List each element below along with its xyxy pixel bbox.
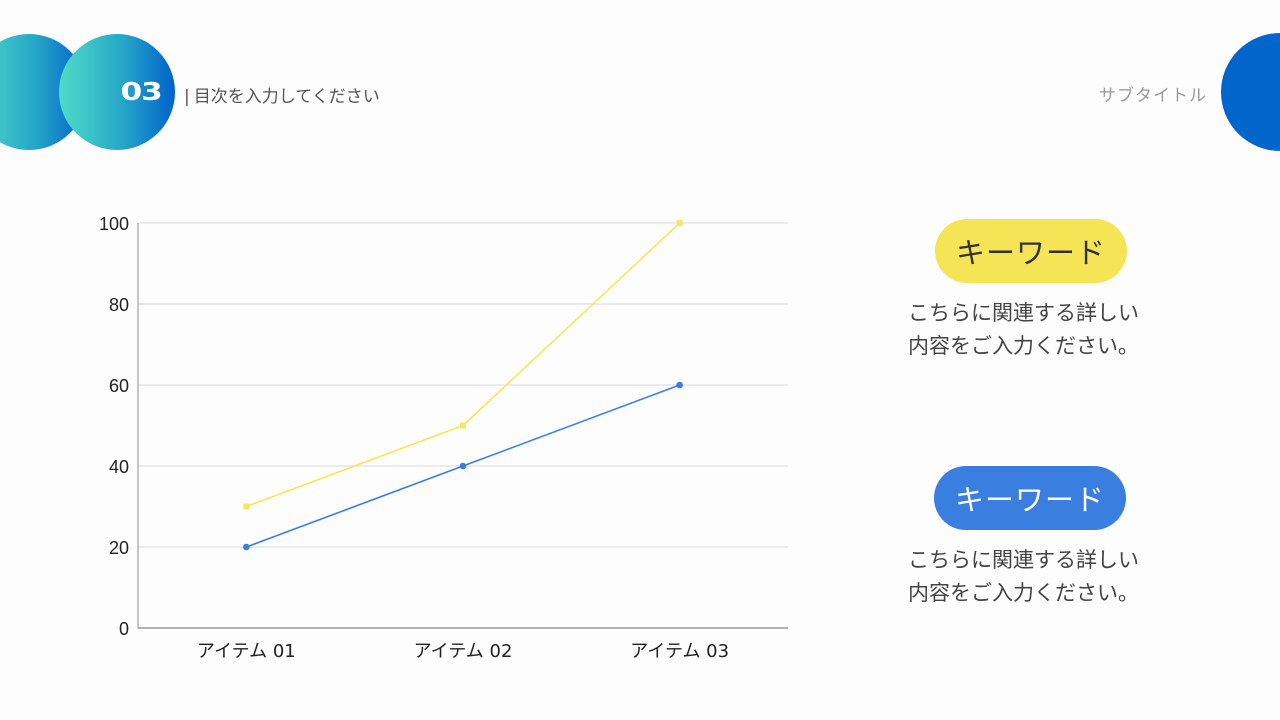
- description-line: 内容をご入力ください。: [908, 581, 1139, 605]
- y-tick-label: 20: [109, 538, 129, 558]
- keyword-description-1: こちらに関連する詳しい 内容をご入力ください。: [908, 297, 1208, 363]
- data-point-marker: [459, 462, 467, 470]
- data-point-marker: [243, 543, 250, 551]
- x-category-label: アイテム 01: [197, 641, 296, 662]
- y-tick-label: 100: [99, 214, 129, 234]
- y-tick-label: 60: [109, 376, 129, 396]
- section-number: 03: [120, 77, 162, 106]
- header-circles-decoration: [0, 34, 175, 150]
- keyword-pill-yellow: キーワード: [935, 219, 1127, 283]
- toc-title-text: 目次を入力してください: [193, 87, 380, 107]
- y-tick-label: 80: [109, 295, 129, 315]
- keyword-pill-blue: キーワード: [934, 466, 1126, 530]
- description-line: こちらに関連する詳しい: [908, 301, 1139, 325]
- description-line: こちらに関連する詳しい: [908, 548, 1139, 572]
- y-axis-tick-labels: 0 20 40 60 80 100: [99, 214, 129, 639]
- data-point-marker: [460, 422, 466, 429]
- keyword-description-2: こちらに関連する詳しい 内容をご入力ください。: [908, 544, 1208, 610]
- x-axis-category-labels: アイテム 01 アイテム 02 アイテム 03: [197, 641, 729, 662]
- chart-series: [243, 220, 683, 551]
- x-category-label: アイテム 02: [414, 641, 513, 662]
- y-tick-label: 40: [109, 457, 129, 477]
- line-chart: 0 20 40 60 80 100 アイテム 01 アイテム 02 アイテム 03: [99, 214, 788, 662]
- y-tick-label: 0: [119, 619, 129, 639]
- toc-title: | 目次を入力してください: [184, 82, 380, 107]
- chart-gridlines: [138, 222, 788, 548]
- x-category-label: アイテム 03: [630, 641, 729, 662]
- right-circle-decoration: [1221, 33, 1280, 151]
- data-point-marker: [676, 381, 683, 389]
- data-point-marker: [676, 220, 683, 226]
- subtitle: サブタイトル: [1099, 86, 1207, 106]
- description-line: 内容をご入力ください。: [908, 334, 1139, 358]
- data-point-marker: [243, 503, 250, 510]
- title-separator: |: [184, 87, 190, 107]
